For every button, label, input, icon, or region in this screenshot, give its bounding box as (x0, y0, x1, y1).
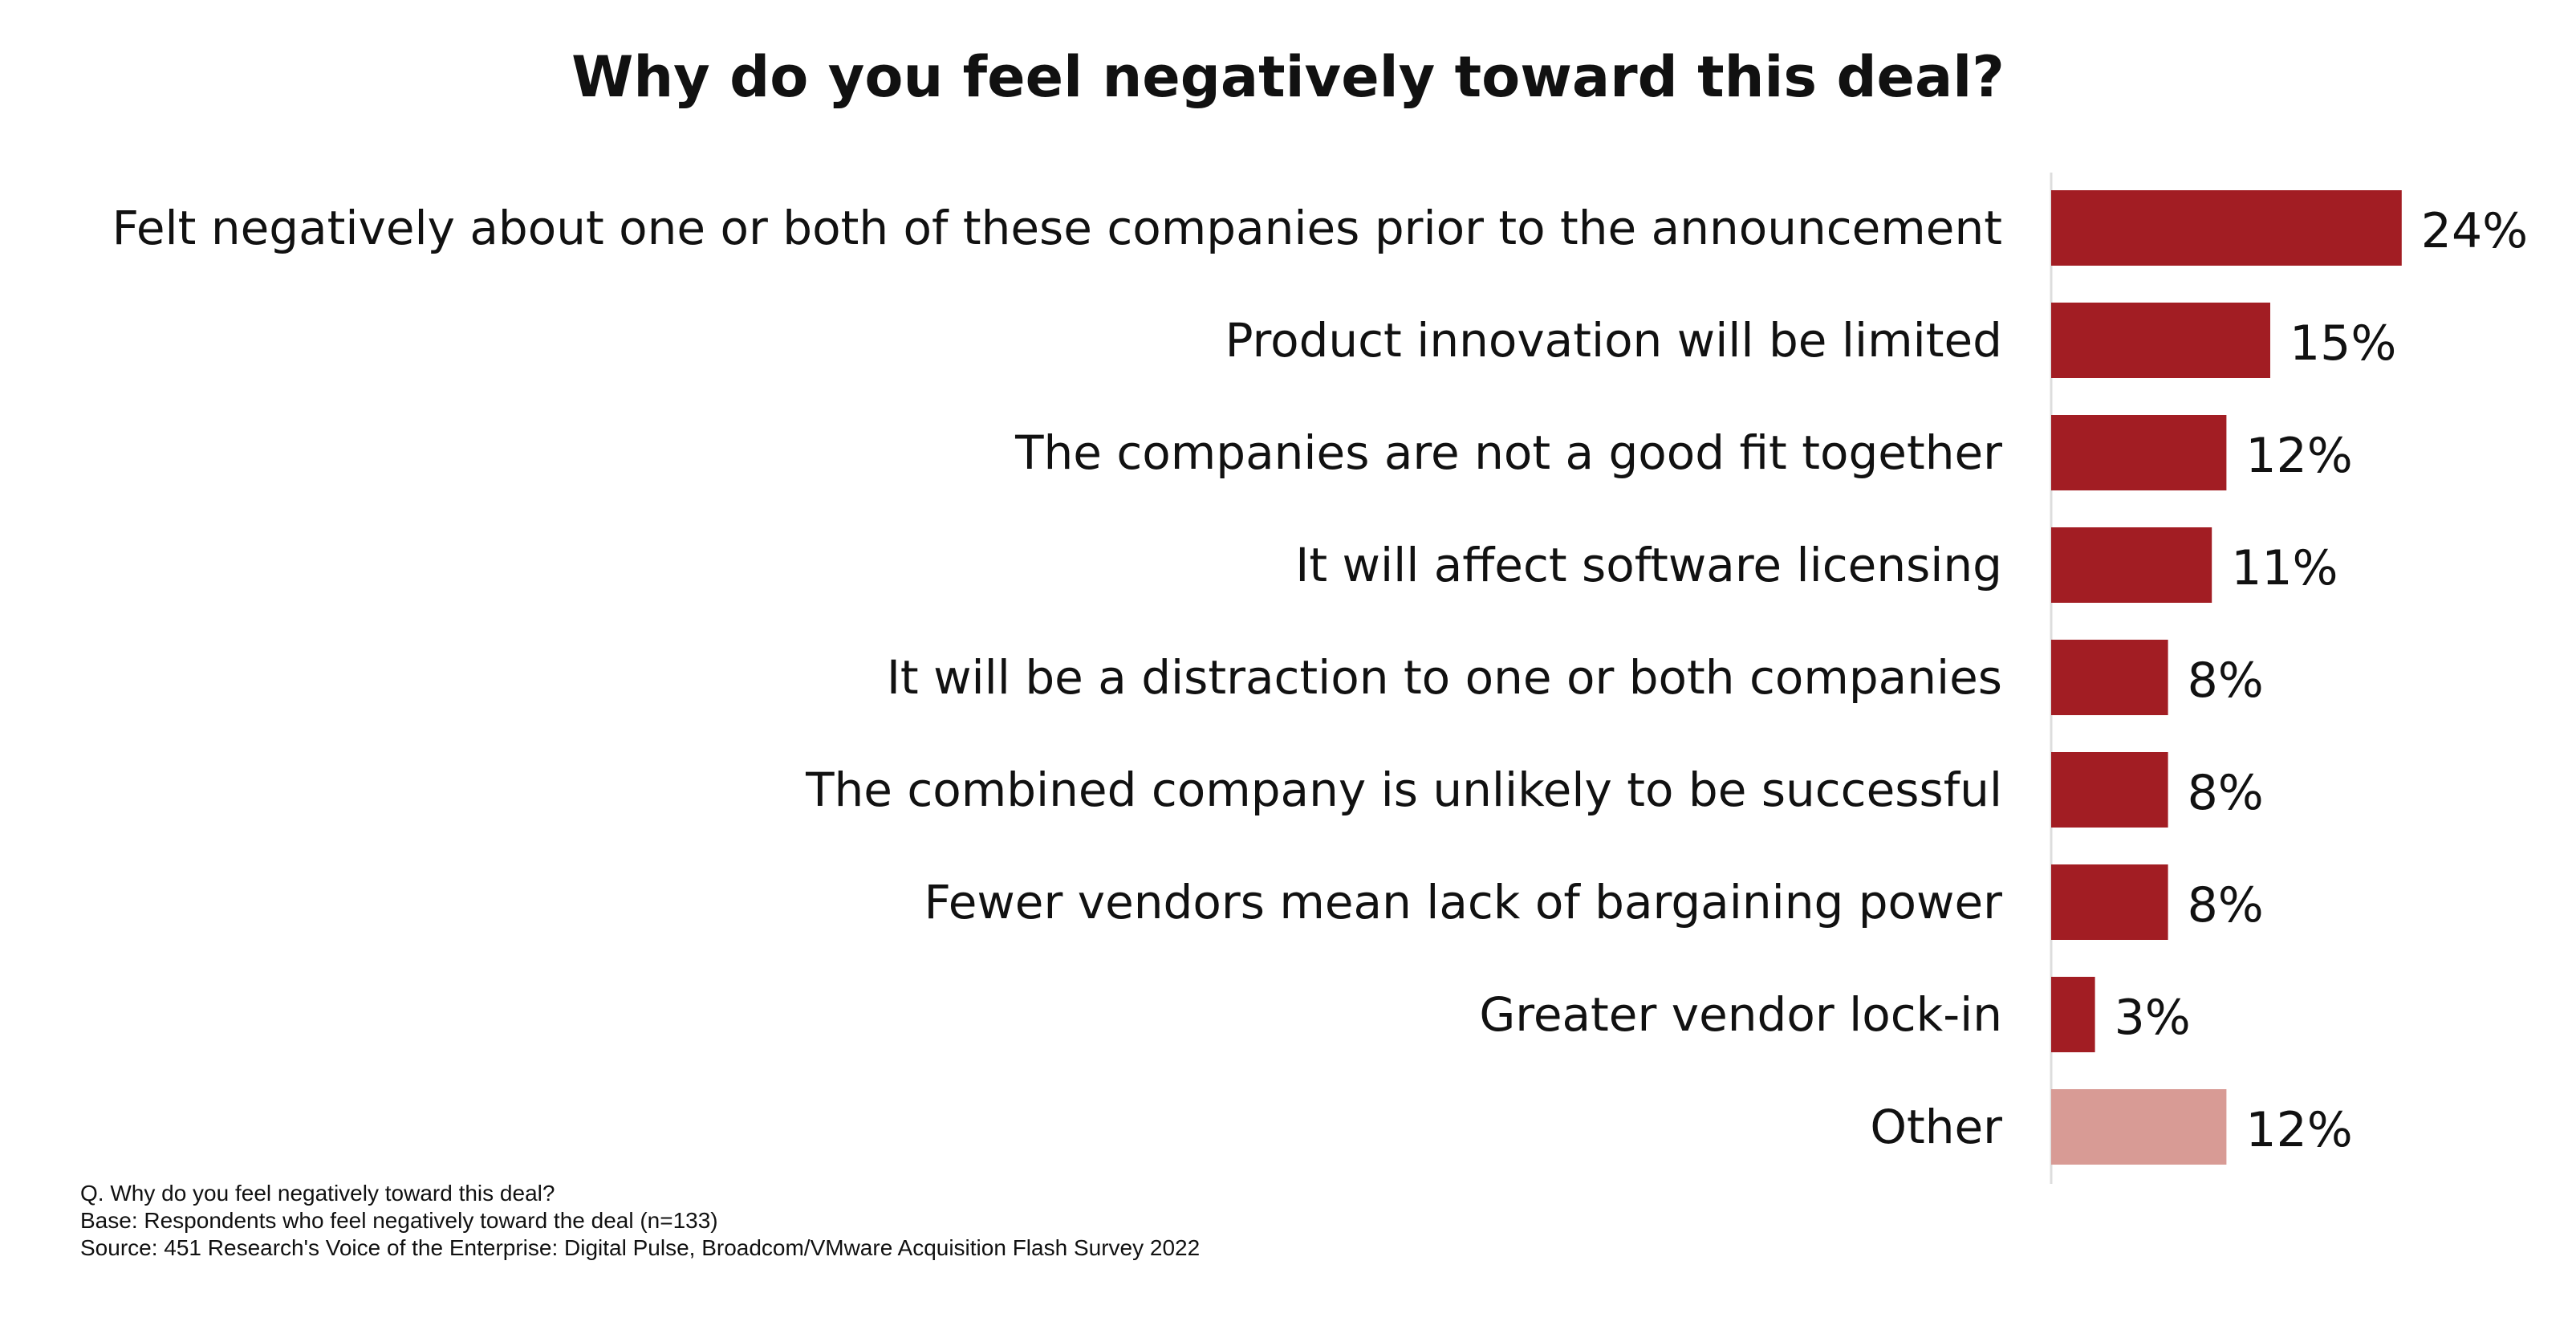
category-label: Felt negatively about one or both of the… (112, 201, 2002, 255)
value-label: 24% (2421, 203, 2528, 259)
value-label: 8% (2188, 653, 2264, 709)
category-label: The combined company is unlikely to be s… (805, 763, 2002, 817)
value-label: 8% (2188, 765, 2264, 821)
category-label: Product innovation will be limited (1225, 313, 2002, 368)
bars (2051, 190, 2402, 1165)
bar (2051, 977, 2095, 1052)
bar (2051, 640, 2168, 715)
value-label: 12% (2245, 428, 2352, 484)
category-label: It will affect software licensing (1295, 538, 2002, 592)
bar (2051, 1089, 2227, 1165)
chart-title: Why do you feel negatively toward this d… (571, 44, 2005, 110)
category-label: Fewer vendors mean lack of bargaining po… (924, 875, 2003, 929)
value-label: 15% (2290, 315, 2396, 372)
bar (2051, 303, 2270, 378)
value-label: 12% (2245, 1102, 2352, 1158)
value-label: 11% (2231, 540, 2338, 596)
bar (2051, 752, 2168, 828)
footnote-source: Source: 451 Research's Voice of the Ente… (80, 1235, 1201, 1260)
category-label: The companies are not a good fit togethe… (1014, 425, 2002, 480)
bar (2051, 527, 2212, 603)
value-label: 3% (2115, 990, 2191, 1046)
category-labels: Felt negatively about one or both of the… (112, 201, 2002, 1154)
category-label: Other (1870, 1100, 2002, 1154)
bar (2051, 190, 2402, 266)
category-label: Greater vendor lock-in (1479, 987, 2002, 1042)
value-labels: 24% 15% 12% 11% 8% 8% 8% 3% 12% (2115, 203, 2529, 1158)
category-label: It will be a distraction to one or both … (887, 650, 2002, 705)
bar (2051, 864, 2168, 940)
footnote-base: Base: Respondents who feel negatively to… (80, 1208, 718, 1233)
footnote-question: Q. Why do you feel negatively toward thi… (80, 1181, 555, 1206)
value-label: 8% (2188, 877, 2264, 933)
footnotes: Q. Why do you feel negatively toward thi… (80, 1180, 1200, 1262)
bar (2051, 415, 2227, 490)
